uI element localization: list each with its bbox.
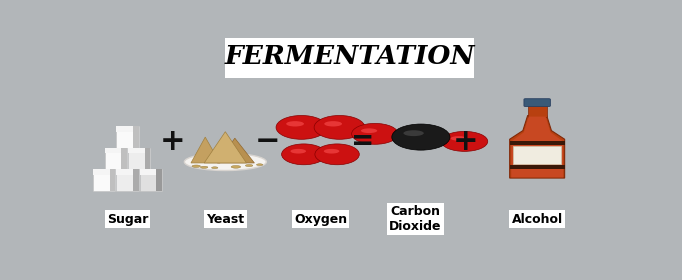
Ellipse shape xyxy=(276,115,327,139)
FancyBboxPatch shape xyxy=(128,148,150,153)
Ellipse shape xyxy=(246,164,253,167)
Ellipse shape xyxy=(201,166,208,168)
FancyBboxPatch shape xyxy=(145,148,150,169)
Polygon shape xyxy=(512,116,563,178)
Ellipse shape xyxy=(286,121,304,127)
Ellipse shape xyxy=(324,149,340,153)
Ellipse shape xyxy=(361,128,377,133)
FancyBboxPatch shape xyxy=(117,126,138,132)
FancyBboxPatch shape xyxy=(117,169,138,191)
Text: +: + xyxy=(453,127,479,156)
Polygon shape xyxy=(204,132,246,163)
FancyBboxPatch shape xyxy=(140,169,162,191)
FancyBboxPatch shape xyxy=(524,99,550,106)
FancyBboxPatch shape xyxy=(121,148,127,169)
Ellipse shape xyxy=(231,165,241,168)
Ellipse shape xyxy=(184,158,266,165)
FancyBboxPatch shape xyxy=(105,148,127,153)
Text: Yeast: Yeast xyxy=(206,213,244,225)
Ellipse shape xyxy=(392,124,450,150)
FancyBboxPatch shape xyxy=(513,146,561,164)
Text: Alcohol: Alcohol xyxy=(512,213,563,225)
FancyBboxPatch shape xyxy=(225,38,474,78)
Ellipse shape xyxy=(211,167,218,169)
FancyBboxPatch shape xyxy=(528,105,547,116)
Text: −: − xyxy=(255,127,280,156)
FancyBboxPatch shape xyxy=(133,169,138,191)
Ellipse shape xyxy=(184,153,266,171)
FancyBboxPatch shape xyxy=(117,169,138,175)
FancyBboxPatch shape xyxy=(509,165,565,169)
FancyBboxPatch shape xyxy=(105,148,127,169)
Polygon shape xyxy=(191,137,220,163)
FancyBboxPatch shape xyxy=(509,141,565,145)
FancyBboxPatch shape xyxy=(128,148,150,169)
FancyBboxPatch shape xyxy=(93,169,115,191)
Text: Oxygen: Oxygen xyxy=(294,213,347,225)
Text: Sugar: Sugar xyxy=(107,213,148,225)
Text: +: + xyxy=(160,127,186,156)
Ellipse shape xyxy=(315,144,359,165)
FancyBboxPatch shape xyxy=(93,169,115,175)
Ellipse shape xyxy=(192,165,201,167)
Ellipse shape xyxy=(451,136,466,141)
FancyBboxPatch shape xyxy=(110,169,115,191)
FancyBboxPatch shape xyxy=(156,169,162,191)
Text: Carbon
Dioxide: Carbon Dioxide xyxy=(389,205,442,233)
Ellipse shape xyxy=(314,115,365,139)
Text: FERMENTATION: FERMENTATION xyxy=(224,44,475,69)
FancyBboxPatch shape xyxy=(117,126,138,148)
FancyBboxPatch shape xyxy=(140,169,162,175)
FancyBboxPatch shape xyxy=(133,126,138,148)
Ellipse shape xyxy=(441,131,488,151)
Polygon shape xyxy=(218,138,254,163)
Text: =: = xyxy=(351,127,374,155)
Polygon shape xyxy=(509,116,565,178)
Ellipse shape xyxy=(291,149,306,153)
Ellipse shape xyxy=(256,164,263,165)
Ellipse shape xyxy=(324,121,342,127)
Ellipse shape xyxy=(282,144,326,165)
Ellipse shape xyxy=(404,130,424,136)
Ellipse shape xyxy=(352,123,398,144)
